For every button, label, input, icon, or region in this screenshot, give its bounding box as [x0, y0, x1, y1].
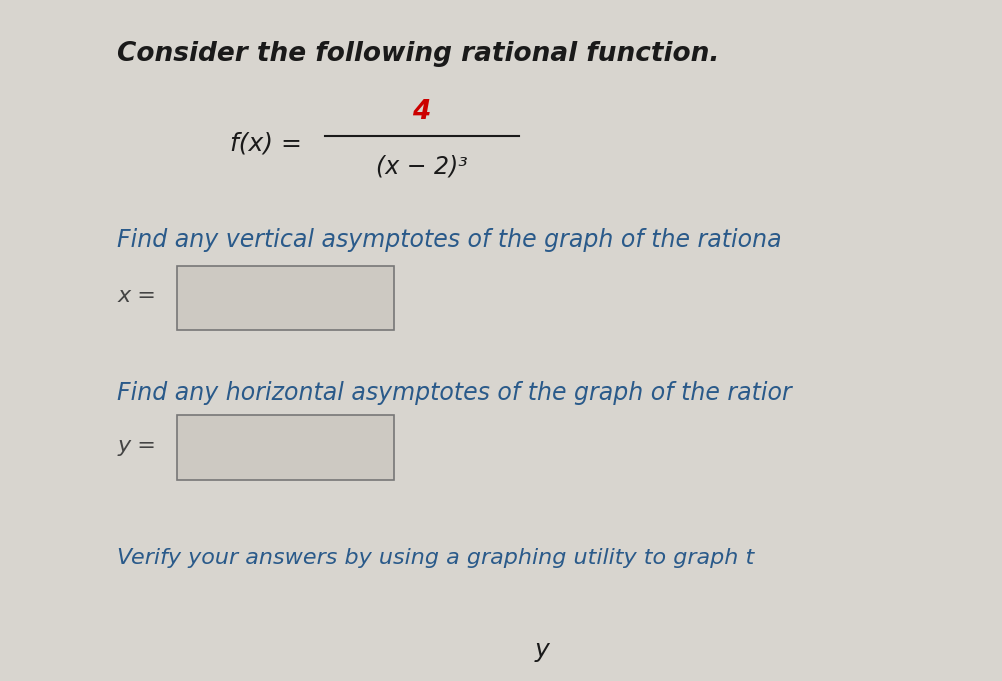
FancyBboxPatch shape [177, 415, 394, 480]
Text: 4: 4 [412, 99, 431, 125]
FancyBboxPatch shape [177, 266, 394, 330]
Text: Consider the following rational function.: Consider the following rational function… [117, 41, 718, 67]
Text: Find any vertical asymptotes of the graph of the rationa: Find any vertical asymptotes of the grap… [117, 228, 781, 252]
Text: f(x) =: f(x) = [229, 131, 302, 155]
Text: (x − 2)³: (x − 2)³ [376, 155, 467, 179]
Text: Verify your answers by using a graphing utility to graph t: Verify your answers by using a graphing … [117, 548, 754, 568]
Text: Find any horizontal asymptotes of the graph of the ratior: Find any horizontal asymptotes of the gr… [117, 381, 792, 405]
Text: y =: y = [117, 436, 156, 456]
Text: y: y [534, 638, 548, 663]
Text: x =: x = [117, 286, 156, 306]
